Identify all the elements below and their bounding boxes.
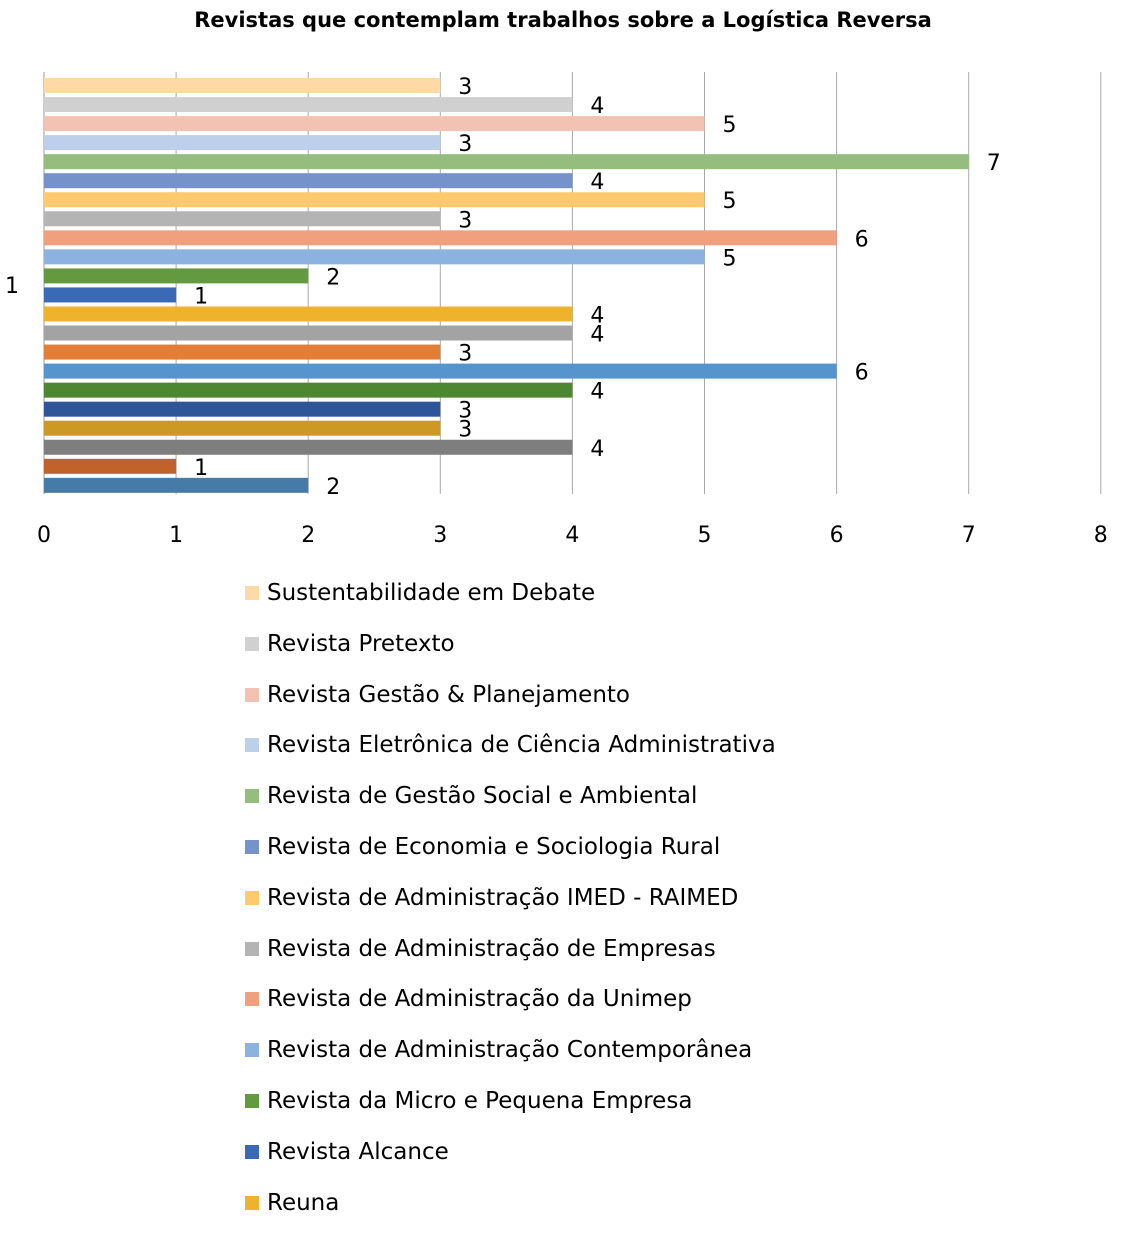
- legend: Sustentabilidade em Debate Revista Pretex…: [245, 578, 776, 1238]
- bar: [44, 477, 309, 493]
- bar: [44, 363, 837, 379]
- bar: [44, 325, 573, 341]
- legend-swatch: [245, 1093, 259, 1108]
- data-label: 3: [458, 132, 472, 157]
- data-label: 6: [855, 361, 869, 386]
- legend-label: Revista de Administração da Unimep: [267, 986, 692, 1013]
- data-label: 3: [458, 208, 472, 233]
- x-tick-label: 7: [962, 523, 976, 548]
- bar: [44, 78, 441, 93]
- legend-swatch: [245, 789, 259, 804]
- x-tick-label: 8: [1094, 523, 1108, 548]
- legend-label: Revista de Economia e Sociologia Rural: [267, 833, 721, 860]
- legend-swatch: [245, 1144, 259, 1159]
- legend-item: Revista Gestão & Planejamento: [245, 680, 776, 731]
- legend-item: Revista Pretexto: [245, 629, 776, 680]
- data-label: 3: [458, 418, 472, 443]
- legend-label: Revista Alcance: [267, 1138, 449, 1165]
- legend-swatch: [245, 992, 259, 1007]
- legend-swatch: [245, 1195, 259, 1210]
- bar: [44, 97, 573, 113]
- data-label: 3: [458, 342, 472, 367]
- x-tick-label: 6: [830, 523, 844, 548]
- data-label: 5: [723, 246, 737, 271]
- data-label: 5: [723, 113, 737, 138]
- bar: [44, 458, 177, 474]
- legend-item: Revista de Administração IMED - RAIMED: [245, 883, 776, 934]
- legend-label: Revista de Administração IMED - RAIMED: [267, 884, 739, 911]
- data-label: 3: [458, 399, 472, 424]
- legend-item: Revista Eletrônica de Ciência Administra…: [245, 730, 776, 781]
- data-label: 1: [194, 284, 208, 309]
- data-label: 4: [590, 323, 604, 348]
- x-tick-label: 2: [301, 523, 315, 548]
- legend-swatch: [245, 636, 259, 651]
- x-tick-label: 3: [433, 523, 447, 548]
- legend-label: Revista Gestão & Planejamento: [267, 681, 630, 708]
- data-label: 4: [590, 170, 604, 195]
- data-label: 4: [590, 437, 604, 462]
- bar: [44, 420, 441, 436]
- legend-item: Revista de Administração de Empresas: [245, 934, 776, 985]
- legend-item: Revista de Gestão Social e Ambiental: [245, 781, 776, 832]
- legend-label: Revista Eletrônica de Ciência Administra…: [267, 732, 776, 759]
- legend-item: Revista da Micro e Pequena Empresa: [245, 1086, 776, 1137]
- legend-item: Revista de Economia e Sociologia Rural: [245, 832, 776, 883]
- bar: [44, 192, 705, 208]
- bar: [44, 306, 573, 322]
- bar: [44, 211, 441, 227]
- x-tick-label: 1: [169, 523, 183, 548]
- bar: [44, 382, 573, 398]
- bar: [44, 439, 573, 455]
- legend-label: Revista de Gestão Social e Ambiental: [267, 783, 698, 810]
- data-label: 4: [590, 303, 604, 328]
- legend-item: Revista Alcance: [245, 1137, 776, 1188]
- data-label: 6: [855, 227, 869, 252]
- bar: [44, 249, 705, 265]
- legend-label: Revista Pretexto: [267, 630, 455, 657]
- legend-swatch: [245, 738, 259, 753]
- data-label: 4: [590, 380, 604, 405]
- x-tick-label: 5: [698, 523, 712, 548]
- bar: [44, 344, 441, 360]
- legend-item: Reuna: [245, 1188, 776, 1238]
- legend-item: Revista de Administração Contemporânea: [245, 1035, 776, 1086]
- data-label: 1: [194, 456, 208, 481]
- legend-label: Reuna: [267, 1189, 340, 1216]
- chart-title: Revistas que contemplam trabalhos sobre …: [194, 8, 932, 32]
- bar: [44, 287, 177, 303]
- legend-item: Sustentabilidade em Debate: [245, 578, 776, 629]
- legend-swatch: [245, 1043, 259, 1058]
- x-tick-label: 4: [565, 523, 579, 548]
- y-category-label: 1: [5, 274, 19, 299]
- x-tick-label: 0: [37, 523, 51, 548]
- data-label: 7: [987, 151, 1001, 176]
- bar: [44, 268, 309, 284]
- legend-swatch: [245, 586, 259, 600]
- data-label: 2: [326, 475, 340, 500]
- bar: [44, 173, 573, 189]
- data-label: 5: [723, 189, 737, 214]
- bar: [44, 135, 441, 151]
- bar: [44, 230, 837, 246]
- data-label: 2: [326, 265, 340, 290]
- bar: [44, 401, 441, 417]
- legend-item: Revista de Administração da Unimep: [245, 984, 776, 1035]
- data-label: 3: [458, 75, 472, 100]
- legend-label: Sustentabilidade em Debate: [267, 580, 596, 606]
- legend-label: Revista de Administração Contemporânea: [267, 1037, 753, 1064]
- bar: [44, 116, 705, 132]
- legend-swatch: [245, 839, 259, 854]
- data-label: 4: [590, 94, 604, 119]
- legend-label: Revista da Micro e Pequena Empresa: [267, 1087, 693, 1114]
- legend-label: Revista de Administração de Empresas: [267, 935, 716, 962]
- legend-swatch: [245, 687, 259, 702]
- legend-swatch: [245, 941, 259, 956]
- bar: [44, 154, 969, 170]
- legend-swatch: [245, 890, 259, 905]
